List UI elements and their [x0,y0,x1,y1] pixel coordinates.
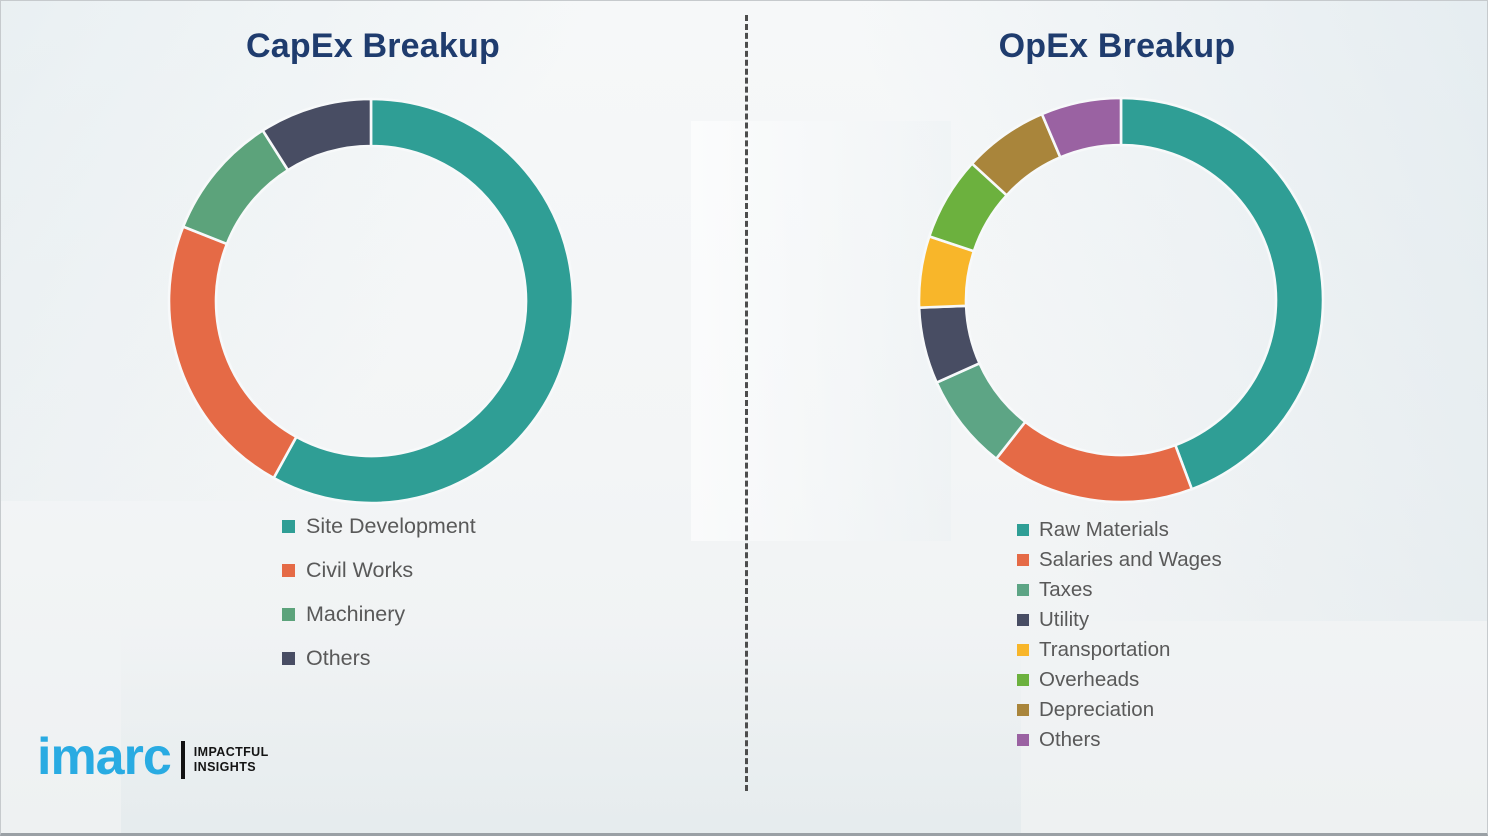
legend-item: Raw Materials [1017,519,1222,541]
legend-swatch [1017,704,1029,716]
legend-label: Transportation [1039,638,1171,661]
opex-legend: Raw Materials Salaries and Wages Taxes Util… [1017,519,1222,759]
logo-tagline-line2: INSIGHTS [193,760,256,775]
capex-panel: CapEx Breakup Site Development Civil Work… [1,1,745,833]
legend-item: Civil Works [282,559,476,582]
imarc-logo: imarc IMPACTFUL INSIGHTS [37,728,269,786]
legend-item: Others [1017,729,1222,751]
legend-swatch [1017,584,1029,596]
legend-label: Utility [1039,608,1090,631]
capex-donut-chart [167,97,575,505]
logo-tagline: IMPACTFUL INSIGHTS [194,745,269,775]
legend-swatch [1017,614,1029,626]
donut-segment-site-development [271,97,575,505]
legend-label: Others [1039,728,1101,751]
legend-item: Overheads [1017,669,1222,691]
legend-swatch [1017,644,1029,656]
legend-swatch [1017,674,1029,686]
legend-label: Others [306,646,371,670]
legend-label: Raw Materials [1039,518,1169,541]
logo-tagline-line1: IMPACTFUL [193,745,269,760]
legend-item: Taxes [1017,579,1222,601]
legend-item: Machinery [282,603,476,626]
opex-title: OpEx Breakup [998,27,1236,65]
legend-item: Utility [1017,609,1222,631]
legend-label: Salaries and Wages [1039,548,1222,571]
legend-label: Taxes [1039,578,1093,601]
legend-label: Site Development [306,514,476,538]
legend-swatch [282,608,295,621]
donut-segment-civil-works [167,224,299,480]
legend-swatch [282,520,295,533]
opex-panel: OpEx Breakup Raw Materials Salaries and W… [745,1,1487,833]
opex-donut-chart [917,96,1325,504]
legend-item: Salaries and Wages [1017,549,1222,571]
legend-swatch [282,652,295,665]
legend-item: Site Development [282,515,476,538]
legend-label: Civil Works [306,558,414,582]
legend-item: Transportation [1017,639,1222,661]
donut-segment-others [1040,96,1123,160]
legend-label: Machinery [306,602,406,626]
capex-title: CapEx Breakup [246,27,500,65]
donut-segment-raw-materials [1119,96,1325,491]
legend-item: Others [282,647,476,670]
legend-label: Overheads [1039,668,1140,691]
logo-divider-bar [180,741,185,780]
legend-swatch [1017,524,1029,536]
legend-item: Depreciation [1017,699,1222,721]
legend-swatch [1017,734,1029,746]
imarc-wordmark: imarc [37,728,172,786]
divider-dashed-line [745,15,748,791]
donut-segment-others [260,97,373,172]
legend-label: Depreciation [1039,698,1155,721]
donut-segment-salaries-and-wages [994,420,1194,504]
legend-swatch [282,564,295,577]
capex-legend: Site Development Civil Works Machinery Othe… [282,515,476,691]
legend-swatch [1017,554,1029,566]
